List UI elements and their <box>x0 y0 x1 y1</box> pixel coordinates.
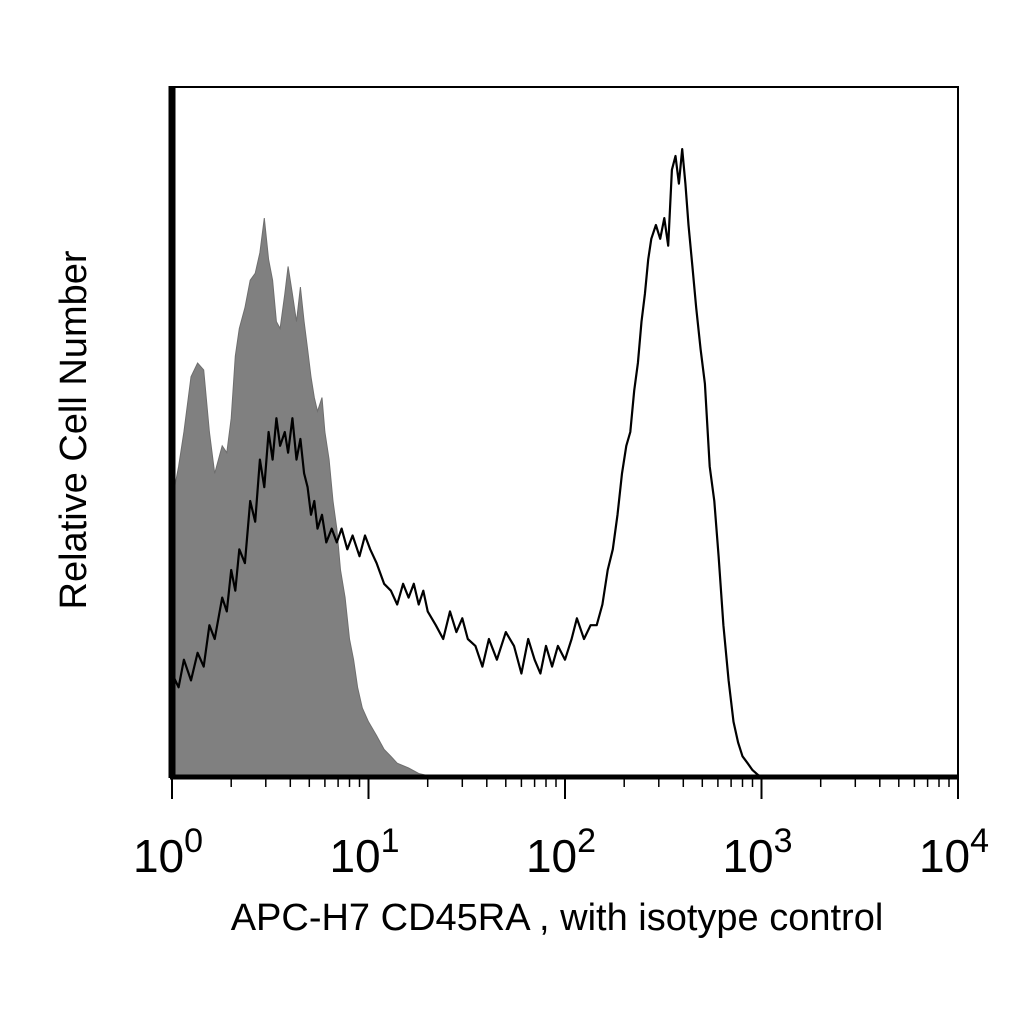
plot-marks <box>171 148 763 778</box>
x-tick-labels: 100 101 102 103 104 <box>133 822 989 882</box>
x-axis-ticks <box>171 777 959 799</box>
x-axis-label: APC-H7 CD45RA , with isotype control <box>231 897 884 939</box>
x-tick-label: 104 <box>919 822 989 882</box>
isotype-control-histogram <box>171 218 436 778</box>
cd45ra-stained-histogram <box>171 148 763 778</box>
x-tick-label: 100 <box>133 822 203 882</box>
y-axis-label: Relative Cell Number <box>53 250 95 609</box>
x-tick-label: 102 <box>526 822 596 882</box>
x-tick-label: 103 <box>722 822 792 882</box>
x-tick-label: 101 <box>329 822 399 882</box>
